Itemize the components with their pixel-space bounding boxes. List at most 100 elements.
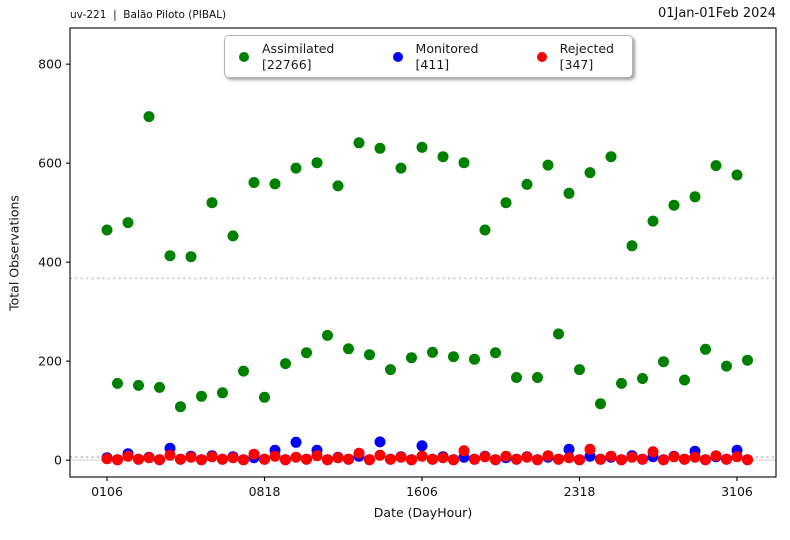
y-tick-label: 400	[38, 254, 62, 270]
assimilated-point	[227, 230, 239, 242]
rejected-point	[616, 454, 627, 466]
assimilated-point	[605, 151, 617, 163]
assimilated-point	[259, 391, 270, 403]
assimilated-point	[301, 347, 312, 359]
rejected-point	[626, 451, 638, 463]
assimilated-dot-icon	[239, 51, 249, 62]
rejected-point	[605, 450, 617, 462]
rejected-point	[301, 453, 312, 465]
assimilated-point	[542, 159, 554, 171]
legend-label-rejected: Rejected [347]	[560, 41, 614, 73]
rejected-point	[206, 451, 218, 463]
assimilated-point	[626, 240, 638, 252]
assimilated-point	[532, 372, 543, 383]
rejected-point	[217, 453, 228, 465]
assimilated-point	[416, 141, 428, 153]
assimilated-point	[280, 358, 291, 370]
assimilated-point	[122, 217, 134, 229]
assimilated-point	[710, 160, 722, 172]
assimilated-point	[668, 199, 680, 211]
legend-label-assimilated: Assimilated [22766]	[262, 41, 334, 73]
rejected-point	[185, 451, 197, 463]
assimilated-point	[689, 191, 701, 203]
assimilated-point	[595, 398, 606, 410]
assimilated-point	[185, 251, 197, 263]
assimilated-point	[721, 360, 732, 372]
rejected-point	[521, 451, 533, 463]
rejected-point	[553, 453, 564, 465]
assimilated-point	[374, 142, 386, 154]
assimilated-point	[311, 157, 323, 169]
assimilated-point	[448, 351, 459, 363]
rejected-point	[469, 453, 480, 465]
rejected-point	[364, 454, 375, 466]
monitored-point	[374, 436, 386, 448]
rejected-point	[343, 453, 354, 465]
assimilated-point	[217, 387, 228, 399]
rejected-point	[448, 454, 459, 466]
rejected-point	[479, 451, 491, 463]
assimilated-point	[395, 162, 407, 174]
assimilated-point	[175, 401, 186, 413]
rejected-point	[101, 453, 113, 465]
assimilated-point	[679, 374, 690, 386]
assimilated-point	[248, 177, 260, 188]
assimilated-point	[143, 111, 155, 123]
legend-item-monitored: Monitored [411]	[392, 41, 479, 73]
assimilated-point	[196, 390, 207, 402]
monitored-point	[416, 440, 428, 452]
rejected-point	[458, 445, 470, 457]
rejected-point	[122, 450, 134, 462]
assimilated-point	[700, 343, 711, 355]
rejected-point	[227, 452, 239, 464]
rejected-point	[574, 454, 585, 466]
rejected-point	[112, 454, 123, 466]
assimilated-point	[290, 162, 302, 174]
rejected-point	[322, 454, 333, 466]
assimilated-point	[101, 224, 113, 236]
monitored-dot-icon	[392, 51, 403, 62]
assimilated-point	[500, 197, 512, 209]
rejected-point	[595, 453, 606, 465]
legend-count: [347]	[559, 56, 594, 72]
assimilated-point	[658, 356, 669, 368]
rejected-point	[385, 453, 396, 465]
assimilated-point	[458, 157, 470, 169]
rejected-point	[416, 450, 428, 462]
legend-count: [411]	[415, 56, 450, 72]
assimilated-point	[385, 364, 396, 376]
rejected-point	[700, 454, 711, 466]
x-tick-label: 2318	[563, 484, 596, 499]
legend-label-monitored: Monitored [411]	[416, 41, 479, 73]
rejected-point	[710, 450, 722, 462]
rejected-point	[196, 454, 207, 466]
legend-count: [22766]	[262, 56, 312, 72]
monitored-point	[290, 436, 302, 448]
rejected-point	[742, 454, 753, 466]
rejected-point	[542, 450, 554, 462]
legend-name: Rejected	[559, 40, 614, 56]
monitored-point	[563, 443, 575, 455]
rejected-point	[668, 451, 680, 463]
assimilated-point	[353, 137, 365, 149]
assimilated-point	[574, 364, 585, 376]
plot-subtitle-left: uv-221 | Balão Piloto (PIBAL)	[70, 9, 227, 21]
rejected-point	[353, 447, 365, 459]
y-tick-label: 800	[38, 56, 62, 72]
axes-spines	[69, 27, 777, 478]
rejected-point	[395, 451, 407, 463]
rejected-point	[637, 453, 648, 465]
assimilated-point	[322, 329, 333, 341]
rejected-point	[500, 450, 512, 462]
assimilated-point	[742, 354, 753, 366]
rejected-point	[269, 450, 281, 462]
assimilated-point	[469, 353, 480, 365]
assimilated-point	[269, 178, 281, 190]
rejected-point	[427, 453, 438, 465]
rejected-point	[238, 454, 249, 466]
assimilated-point	[427, 346, 438, 358]
assimilated-point	[406, 352, 417, 364]
rejected-point	[721, 453, 732, 465]
